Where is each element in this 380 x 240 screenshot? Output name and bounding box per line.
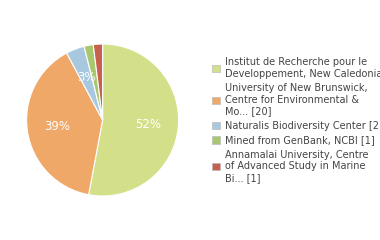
Text: 52%: 52% bbox=[135, 118, 161, 131]
Wedge shape bbox=[66, 46, 103, 120]
Wedge shape bbox=[84, 45, 103, 120]
Wedge shape bbox=[93, 44, 103, 120]
Wedge shape bbox=[89, 44, 179, 196]
Wedge shape bbox=[27, 53, 103, 195]
Legend: Institut de Recherche pour le
Developpement, New Caledonia... [27], University o: Institut de Recherche pour le Developpem… bbox=[212, 57, 380, 183]
Text: 39%: 39% bbox=[44, 120, 71, 133]
Text: 3%: 3% bbox=[77, 71, 95, 84]
